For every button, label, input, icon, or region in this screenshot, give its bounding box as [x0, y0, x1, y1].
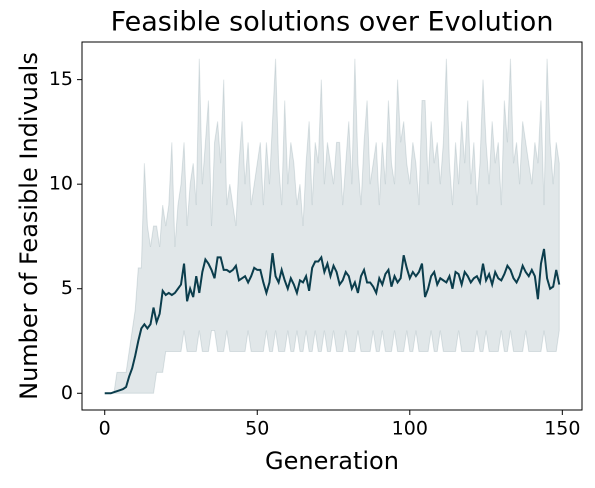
x-tick-label: 100 [392, 418, 428, 440]
x-axis-label: Generation [265, 447, 399, 475]
mean-line [104, 248, 561, 395]
x-tick-label: 150 [544, 418, 580, 440]
range-band [104, 58, 560, 394]
y-axis-label: Number of Feasible Indivuals [15, 52, 43, 400]
x-tick-label: 50 [245, 418, 269, 440]
y-tick-label: 5 [61, 277, 73, 299]
x-tick-label: 0 [99, 418, 111, 440]
chart-title: Feasible solutions over Evolution [111, 7, 554, 38]
y-tick-label: 15 [49, 68, 73, 90]
y-tick-label: 0 [61, 382, 73, 404]
y-tick-label: 10 [49, 173, 73, 195]
plot-frame [81, 41, 583, 411]
